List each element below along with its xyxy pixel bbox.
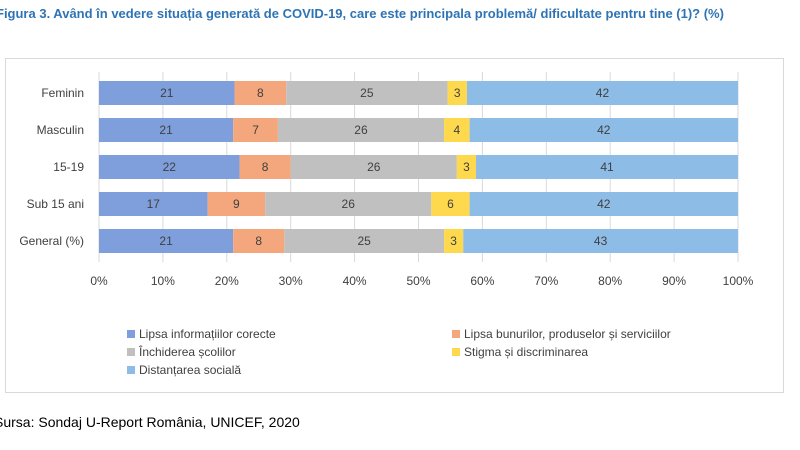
bar-distantarea-sociala <box>463 229 738 253</box>
data-label: 21 <box>160 86 174 100</box>
bar-distantarea-sociala <box>469 192 738 216</box>
bar-inchiderea-scolilor <box>284 229 445 253</box>
bar-stigma-si-discriminarea <box>431 192 470 216</box>
data-label: 41 <box>600 160 614 174</box>
legend-swatch <box>127 366 135 374</box>
legend-swatch <box>127 348 135 356</box>
data-label: 43 <box>594 234 608 248</box>
bar-distantarea-sociala <box>466 81 738 105</box>
x-tick-label: 60% <box>470 274 494 288</box>
bar-lipsa-informatiilor-corecte <box>99 118 234 142</box>
x-tick-label: 90% <box>662 274 686 288</box>
legend-label: Stigma și discriminarea <box>464 345 588 359</box>
x-tick-label: 50% <box>406 274 430 288</box>
data-label: 25 <box>358 234 372 248</box>
bar-stigma-si-discriminarea <box>447 81 467 105</box>
category-label: General (%) <box>19 234 84 248</box>
data-label: 25 <box>360 86 374 100</box>
bar-distantarea-sociala <box>476 155 738 179</box>
legend-swatch <box>452 330 460 338</box>
data-label: 6 <box>447 197 454 211</box>
data-label: 42 <box>597 123 611 137</box>
bar-inchiderea-scolilor <box>290 155 457 179</box>
bar-lipsa-bunurilor-produselor-si-serviciilor <box>233 118 278 142</box>
data-label: 42 <box>596 86 610 100</box>
data-label: 7 <box>252 123 259 137</box>
figure-title: Figura 3. Având în vedere situația gener… <box>0 6 724 21</box>
category-label: Masculin <box>37 123 84 137</box>
category-label: 15-19 <box>53 160 84 174</box>
bar-inchiderea-scolilor <box>265 192 432 216</box>
bar-lipsa-bunurilor-produselor-si-serviciilor <box>233 229 285 253</box>
legend-swatch <box>127 330 135 338</box>
legend-swatch <box>452 348 460 356</box>
data-label: 3 <box>463 160 470 174</box>
bars <box>99 81 738 253</box>
legend: Lipsa informațiilor corecte Lipsa bunuril… <box>127 327 671 377</box>
x-tick-label: 70% <box>534 274 558 288</box>
data-label: 3 <box>450 234 457 248</box>
bar-stigma-si-discriminarea <box>444 118 470 142</box>
data-label: 26 <box>342 197 356 211</box>
bar-lipsa-informatiilor-corecte <box>99 155 240 179</box>
x-tick-label: 80% <box>598 274 622 288</box>
bar-stigma-si-discriminarea <box>444 229 464 253</box>
x-tick-label: 100% <box>723 274 754 288</box>
x-tick-label: 20% <box>215 274 239 288</box>
bar-distantarea-sociala <box>469 118 738 142</box>
bar-stigma-si-discriminarea <box>456 155 477 179</box>
data-label: 8 <box>255 234 262 248</box>
data-label: 3 <box>454 86 461 100</box>
data-labels: 21 8 25 3 42 21 7 26 4 42 22 8 26 3 41 17 9 26 6 42 21 8 25 3 43 <box>147 86 614 248</box>
data-label: 17 <box>147 197 161 211</box>
data-label: 21 <box>159 123 173 137</box>
bar-lipsa-bunurilor-produselor-si-serviciilor <box>234 81 287 105</box>
data-label: 9 <box>233 197 240 211</box>
data-label: 22 <box>163 160 177 174</box>
axis-labels: 0% 10% 20% 30% 40% 50% 60% 70% 80% 90% 100% Feminin… <box>19 86 753 288</box>
x-tick-label: 10% <box>151 274 175 288</box>
data-label: 21 <box>159 234 173 248</box>
bar-lipsa-informatiilor-corecte <box>99 81 235 105</box>
bar-lipsa-bunurilor-produselor-si-serviciilor <box>207 192 266 216</box>
legend-label: Lipsa bunurilor, produselor și serviciil… <box>464 327 671 341</box>
x-tick-label: 0% <box>90 274 108 288</box>
x-tick-label: 30% <box>279 274 303 288</box>
bar-inchiderea-scolilor <box>277 118 445 142</box>
data-label: 4 <box>453 123 460 137</box>
data-label: 42 <box>597 197 611 211</box>
data-label: 8 <box>262 160 269 174</box>
legend-label: Distanțarea socială <box>139 363 241 377</box>
legend-label: Închiderea școlilor <box>138 344 236 359</box>
data-label: 26 <box>367 160 381 174</box>
category-label: Sub 15 ani <box>27 197 84 211</box>
data-label: 26 <box>354 123 368 137</box>
bar-lipsa-informatiilor-corecte <box>99 229 234 253</box>
source-note: Sursa: Sondaj U-Report România, UNICEF, … <box>0 414 300 430</box>
category-label: Feminin <box>41 86 84 100</box>
bar-lipsa-bunurilor-produselor-si-serviciilor <box>239 155 291 179</box>
legend-label: Lipsa informațiilor corecte <box>139 327 276 341</box>
data-label: 8 <box>257 86 264 100</box>
x-tick-label: 40% <box>343 274 367 288</box>
bar-lipsa-informatiilor-corecte <box>99 192 208 216</box>
bar-inchiderea-scolilor <box>286 81 448 105</box>
